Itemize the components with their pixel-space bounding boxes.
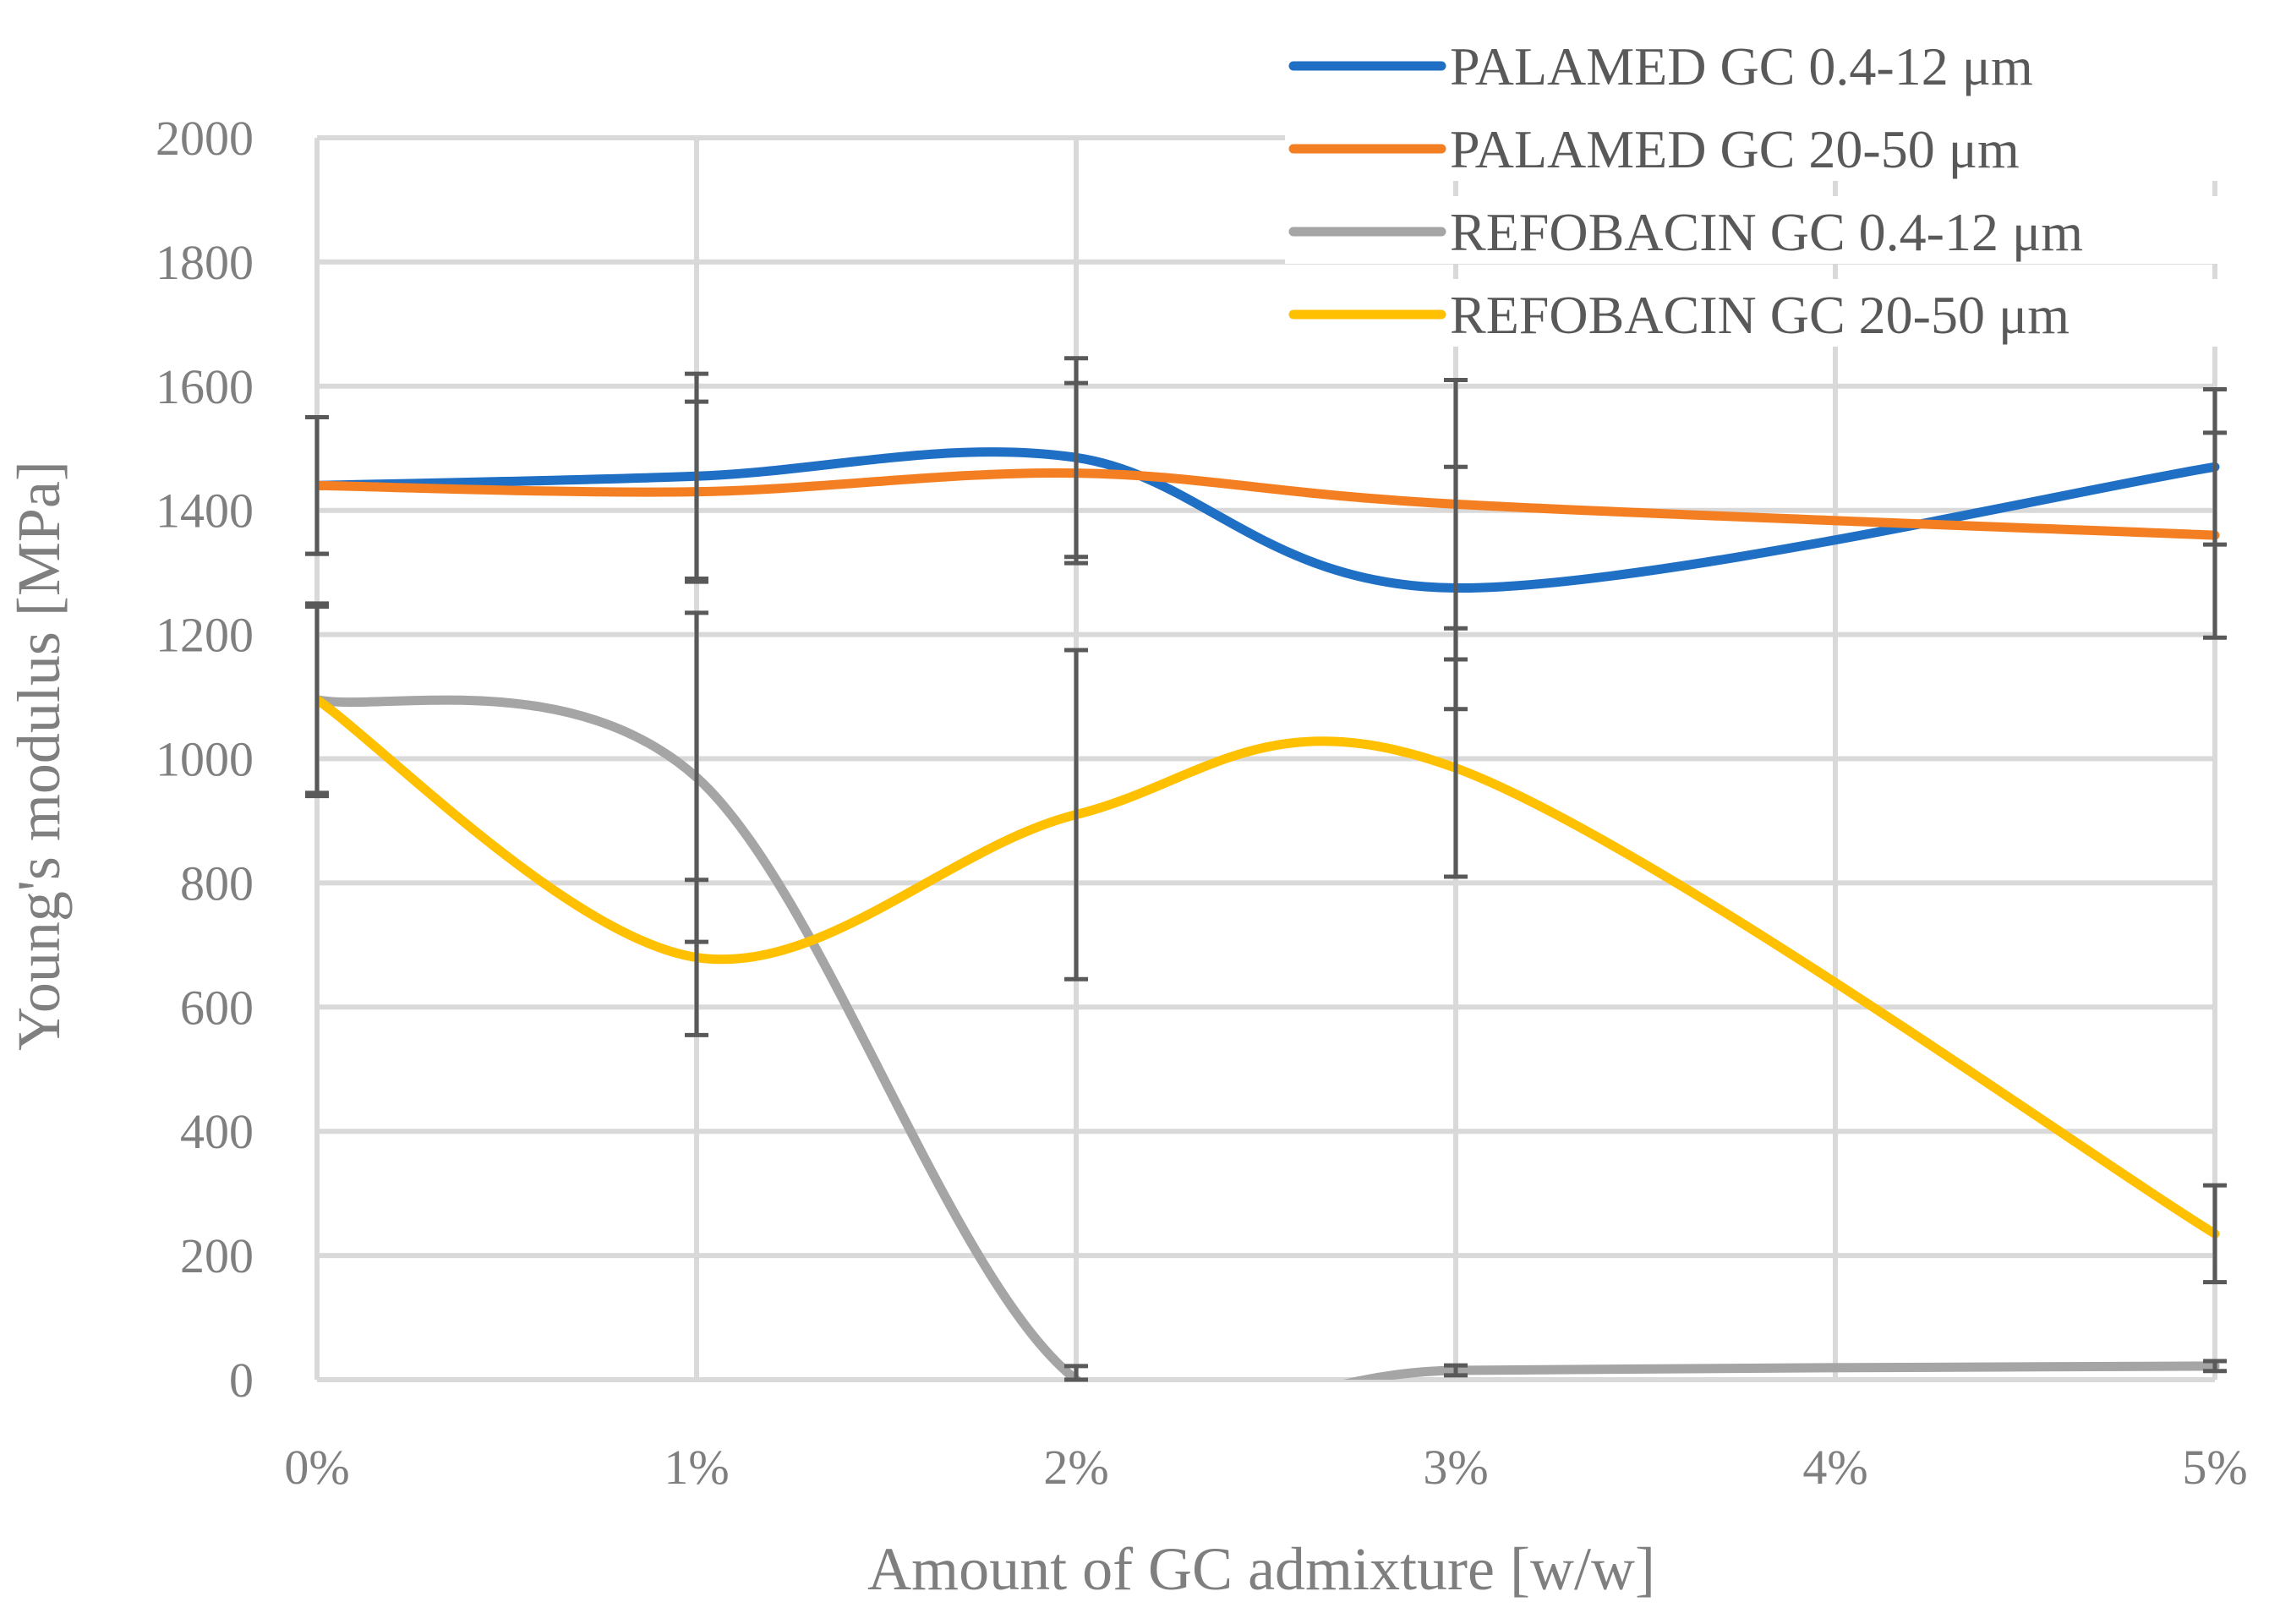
tick-labels: 0 200 400 600 800 1000 1200 1400 1600 1800 2000 0% 1… (156, 111, 2248, 1495)
series-line-1 (317, 468, 2220, 540)
legend: PALAMED GC 0.4-12 μm PALAMED GC 20-50 μm R… (1285, 30, 2223, 347)
x-tick-label: 2% (1043, 1440, 1108, 1495)
x-axis-title: Amount of GC admixture [w/w] (867, 1535, 1655, 1603)
y-tick-label: 400 (180, 1104, 254, 1159)
y-tick-label: 1400 (156, 484, 254, 539)
y-tick-label: 1000 (156, 732, 254, 787)
legend-label: PALAMED GC 20-50 μm (1450, 119, 2020, 179)
series-line-2 (317, 695, 2220, 1380)
y-tick-label: 0 (229, 1353, 254, 1408)
y-tick-label: 200 (180, 1228, 254, 1283)
legend-label: PALAMED GC 0.4-12 μm (1450, 36, 2033, 96)
x-tick-label: 5% (2182, 1440, 2247, 1495)
error-bars (305, 356, 2227, 1382)
x-tick-label: 1% (664, 1440, 729, 1495)
y-tick-label: 1600 (156, 359, 254, 414)
y-tick-label: 1200 (156, 608, 254, 663)
legend-label: REFOBACIN GC 0.4-12 μm (1450, 202, 2083, 262)
y-tick-label: 600 (180, 980, 254, 1035)
y-tick-label: 800 (180, 856, 254, 910)
legend-label: REFOBACIN GC 20-50 μm (1450, 285, 2069, 345)
y-tick-label: 1800 (156, 235, 254, 290)
y-tick-label: 2000 (156, 111, 254, 166)
y-axis-title: Young's modulus [MPa] (5, 461, 73, 1051)
x-tick-label: 3% (1423, 1440, 1488, 1495)
series-line-3 (317, 695, 2220, 1239)
x-tick-label: 4% (1802, 1440, 1867, 1495)
x-tick-label: 0% (284, 1440, 349, 1495)
series-lines (317, 447, 2220, 1380)
